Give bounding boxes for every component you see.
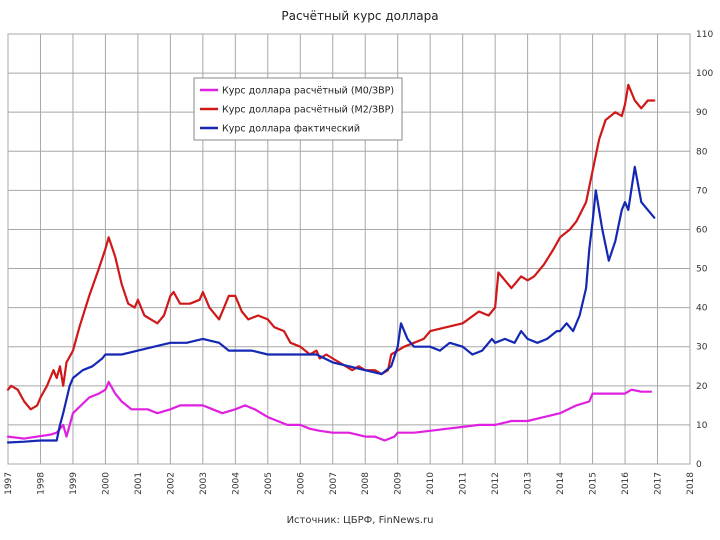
series-line-1	[6, 380, 653, 442]
legend-box	[193, 77, 403, 141]
y-tick-label: 90	[696, 108, 708, 118]
y-axis-ticks: 0 10 20 30 40 50 60 70 80 90 100 110	[696, 30, 713, 470]
x-tick-label: 2010	[426, 472, 436, 495]
y-tick-label: 70	[696, 186, 708, 196]
x-tick-label: 2013	[524, 472, 534, 495]
y-tick-label: 0	[696, 460, 702, 470]
legend-label-1: Курс доллара расчётный (M0/ЗВР)	[222, 86, 394, 97]
chart-title: Расчётный курс доллара	[281, 9, 438, 23]
x-tick-label: 2004	[231, 472, 241, 495]
x-tick-label: 1998	[36, 472, 46, 495]
x-tick-label: 2001	[134, 472, 144, 495]
x-tick-label: 2005	[264, 472, 274, 495]
x-tick-label: 2009	[394, 472, 404, 495]
x-tick-label: 2002	[166, 472, 176, 495]
y-tick-label: 30	[696, 343, 708, 353]
x-tick-label: 1999	[69, 472, 79, 495]
y-tick-label: 100	[696, 69, 713, 79]
x-tick-label: 2008	[361, 472, 371, 495]
x-tick-label: 2018	[686, 472, 696, 495]
y-tick-label: 60	[696, 225, 708, 235]
source-note: Источник: ЦБРФ, FinNews.ru	[287, 515, 434, 526]
y-tick-label: 80	[696, 147, 708, 157]
x-tick-label: 2000	[101, 472, 111, 495]
y-tick-label: 40	[696, 304, 708, 314]
x-tick-label: 2017	[654, 472, 664, 495]
y-tick-label: 20	[696, 382, 708, 392]
x-tick-label: 2016	[621, 472, 631, 495]
x-tick-label: 2007	[329, 472, 339, 495]
x-axis-ticks: 1997 1998 1999 2000 2001 2002 2003 2004 2005 2006…	[4, 472, 696, 495]
y-tick-label: 50	[696, 265, 708, 275]
y-tick-label: 110	[696, 30, 713, 40]
x-tick-label: 2014	[556, 472, 566, 495]
series-line-3	[6, 165, 656, 444]
legend: Курс доллара расчётный (M0/ЗВР) Курс долл…	[193, 77, 403, 141]
x-tick-label: 2011	[459, 472, 469, 495]
legend-label-3: Курс доллара фактический	[222, 124, 360, 135]
series-layer	[6, 83, 656, 444]
x-tick-label: 2003	[199, 472, 209, 495]
x-tick-label: 2006	[296, 472, 306, 495]
y-tick-label: 10	[696, 421, 708, 431]
x-tick-label: 2015	[589, 472, 599, 495]
legend-label-2: Курс доллара расчётный (M2/ЗВР)	[222, 105, 394, 116]
x-tick-label: 2012	[491, 472, 501, 495]
x-tick-label: 1997	[4, 472, 14, 495]
